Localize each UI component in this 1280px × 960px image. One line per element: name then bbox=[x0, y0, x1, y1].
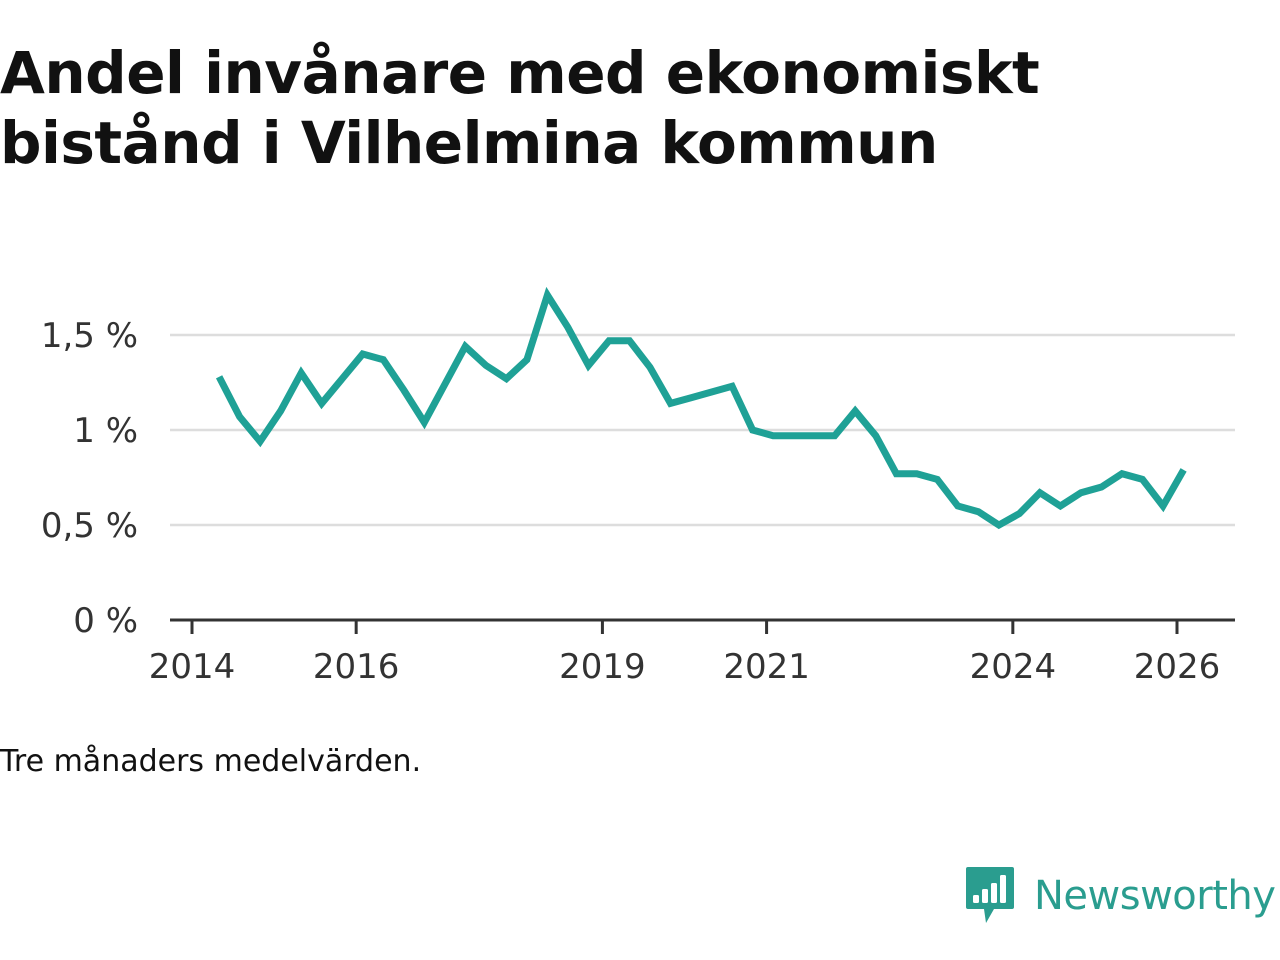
data-point[interactable] bbox=[665, 397, 677, 409]
y-tick-label: 0,5 % bbox=[41, 506, 138, 546]
data-point[interactable] bbox=[685, 392, 697, 404]
x-axis-labels: 2014 2016 2019 2021 2024 2026 bbox=[149, 647, 1221, 687]
data-point[interactable] bbox=[624, 335, 636, 347]
data-point[interactable] bbox=[726, 380, 738, 392]
data-point[interactable] bbox=[562, 321, 574, 333]
x-axis bbox=[170, 618, 1235, 634]
series-line bbox=[215, 286, 1187, 530]
data-point[interactable] bbox=[1075, 487, 1087, 499]
x-tick-label: 2014 bbox=[149, 647, 236, 687]
data-point[interactable] bbox=[500, 373, 512, 385]
data-point[interactable] bbox=[234, 411, 246, 423]
data-point[interactable] bbox=[1096, 481, 1108, 493]
data-point[interactable] bbox=[336, 373, 348, 385]
data-point[interactable] bbox=[1054, 500, 1066, 512]
y-tick-label: 1,5 % bbox=[41, 316, 138, 356]
data-point[interactable] bbox=[418, 416, 430, 428]
y-tick-label: 1 % bbox=[73, 411, 138, 451]
x-tick-label: 2024 bbox=[970, 647, 1057, 687]
data-point[interactable] bbox=[706, 386, 718, 398]
x-tick-label: 2016 bbox=[313, 647, 400, 687]
data-point[interactable] bbox=[829, 430, 841, 442]
data-point[interactable] bbox=[541, 289, 553, 301]
data-point[interactable] bbox=[993, 519, 1005, 531]
newsworthy-logo-icon bbox=[966, 867, 1014, 923]
data-point[interactable] bbox=[254, 435, 266, 447]
chart-note: Tre månaders medelvärden. bbox=[0, 744, 422, 779]
data-point[interactable] bbox=[890, 468, 902, 480]
y-tick-label: 0 % bbox=[73, 601, 138, 641]
data-point[interactable] bbox=[767, 430, 779, 442]
data-point[interactable] bbox=[316, 397, 328, 409]
data-point[interactable] bbox=[1137, 473, 1149, 485]
x-tick-label: 2019 bbox=[559, 647, 646, 687]
data-point[interactable] bbox=[357, 348, 369, 360]
brand-name: Newsworthy bbox=[1034, 873, 1276, 919]
x-tick-label: 2026 bbox=[1134, 647, 1221, 687]
data-point[interactable] bbox=[377, 354, 389, 366]
data-point[interactable] bbox=[870, 430, 882, 442]
data-point[interactable] bbox=[1034, 487, 1046, 499]
data-point[interactable] bbox=[1013, 508, 1025, 520]
data-point[interactable] bbox=[439, 378, 451, 390]
data-point[interactable] bbox=[295, 367, 307, 379]
data-point[interactable] bbox=[583, 359, 595, 371]
data-point[interactable] bbox=[275, 405, 287, 417]
x-tick-label: 2021 bbox=[723, 647, 810, 687]
data-point[interactable] bbox=[911, 468, 923, 480]
data-point[interactable] bbox=[808, 430, 820, 442]
y-axis-labels: 0 % 0,5 % 1 % 1,5 % bbox=[41, 316, 138, 641]
data-point[interactable] bbox=[1116, 468, 1128, 480]
data-point[interactable] bbox=[931, 473, 943, 485]
brand-logo[interactable]: Newsworthy bbox=[964, 864, 1276, 928]
data-point[interactable] bbox=[603, 335, 615, 347]
data-point[interactable] bbox=[213, 371, 225, 383]
chart-title: Andel invånare med ekonomiskt bistånd i … bbox=[0, 39, 1040, 177]
data-point[interactable] bbox=[972, 506, 984, 518]
data-point[interactable] bbox=[644, 361, 656, 373]
data-point[interactable] bbox=[1157, 500, 1169, 512]
data-point[interactable] bbox=[747, 424, 759, 436]
data-point[interactable] bbox=[459, 340, 471, 352]
data-point[interactable] bbox=[952, 500, 964, 512]
series-layer bbox=[213, 286, 1190, 531]
data-point[interactable] bbox=[849, 405, 861, 417]
data-point[interactable] bbox=[788, 430, 800, 442]
data-point[interactable] bbox=[1178, 464, 1190, 476]
data-point[interactable] bbox=[398, 384, 410, 396]
gridlines bbox=[170, 333, 1235, 527]
data-point[interactable] bbox=[480, 359, 492, 371]
data-point[interactable] bbox=[521, 354, 533, 366]
